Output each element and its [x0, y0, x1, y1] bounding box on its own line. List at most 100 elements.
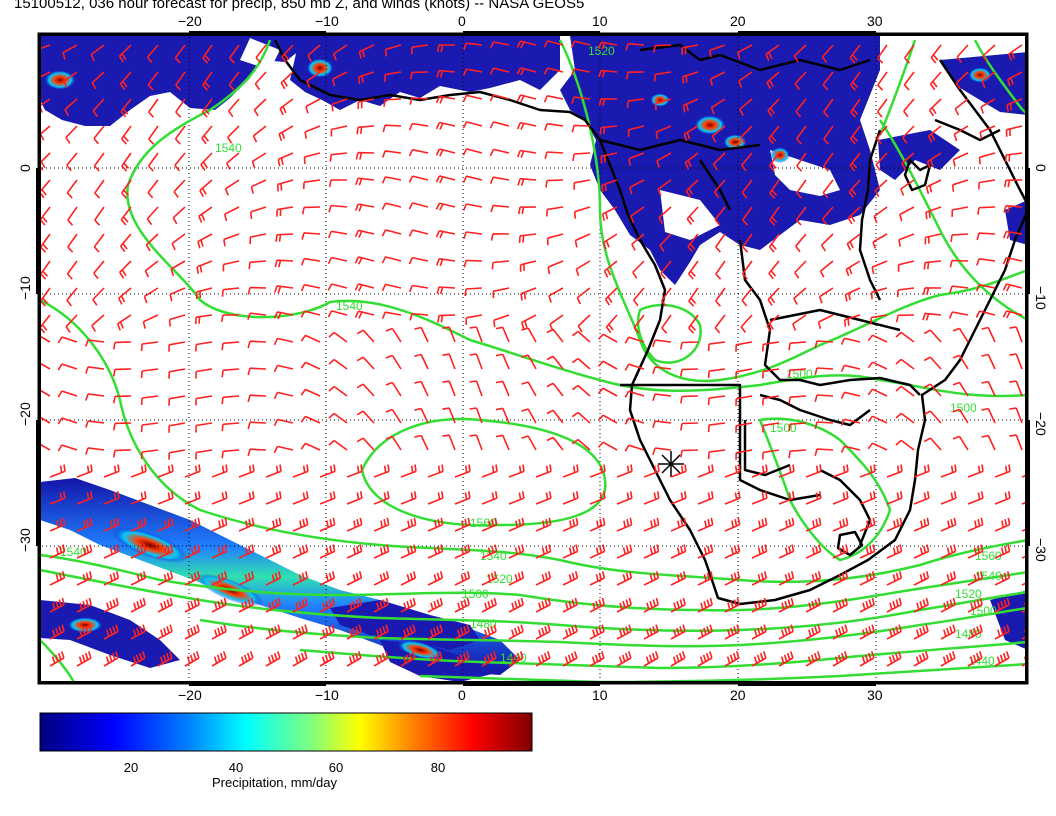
wind-barb: [895, 331, 915, 343]
wind-barb: [741, 287, 753, 307]
wind-barb: [778, 517, 795, 532]
wind-barb: [103, 464, 120, 478]
wind-barb: [57, 390, 78, 398]
colorbar-tick: 60: [328, 760, 344, 775]
wind-barb: [302, 179, 321, 190]
wind-barb: [840, 418, 861, 426]
wind-barb: [778, 464, 795, 478]
wind-barb: [508, 517, 525, 532]
wind-barb: [454, 464, 471, 478]
wind-barb: [410, 71, 429, 80]
wind-barb: [848, 179, 861, 198]
wind-barb: [67, 206, 78, 226]
wind-barb: [319, 491, 336, 505]
wind-barb: [886, 517, 903, 532]
wind-barb: [724, 464, 741, 478]
wind-barb: [660, 260, 672, 280]
wind-barb: [899, 206, 915, 222]
wind-barb: [929, 71, 942, 91]
wind-barb: [832, 624, 848, 640]
wind-barb: [174, 44, 186, 64]
wind-barb: [904, 44, 915, 64]
wind-barb: [967, 464, 984, 478]
wind-barb: [535, 464, 552, 478]
wind-barb: [735, 341, 753, 352]
wind-barb: [670, 544, 687, 559]
wind-barb: [157, 517, 174, 532]
wind-barb: [130, 571, 147, 586]
wind-barb: [382, 124, 402, 133]
wind-barb: [546, 233, 564, 246]
wind-barb: [940, 651, 956, 667]
wind-barb: [994, 624, 1010, 640]
wind-barb: [247, 367, 267, 376]
wind-barb: [1009, 326, 1023, 343]
wind-barb: [707, 422, 726, 433]
wind-barb: [981, 71, 996, 89]
wind-barb: [589, 464, 606, 478]
wind-barb: [174, 152, 186, 172]
wind-barb: [817, 314, 834, 330]
wind-barb: [982, 44, 996, 63]
left-axis: 0 −10 −20 −30: [17, 164, 33, 552]
wind-barb: [250, 179, 267, 194]
wind-barb: [346, 517, 363, 532]
wind-barb: [184, 491, 201, 505]
wind-barb: [762, 422, 780, 433]
wind-barb: [896, 287, 915, 298]
wind-barb: [292, 651, 308, 667]
wind-barb: [940, 624, 956, 640]
wind-barb: [469, 434, 483, 451]
wind-barb: [832, 597, 848, 613]
wind-barb: [923, 356, 942, 370]
wind-barb: [845, 260, 861, 277]
wind-barb: [895, 314, 915, 323]
wind-barb: [951, 206, 969, 217]
wind-barb: [737, 44, 753, 60]
wind-barb: [741, 179, 753, 199]
wind-barb: [319, 651, 335, 667]
wind-barb: [462, 121, 483, 129]
wind-barb: [184, 544, 201, 559]
wind-barb: [130, 517, 147, 532]
wind-barb: [762, 341, 780, 352]
wind-barb: [145, 233, 159, 252]
wind-barb: [120, 98, 132, 118]
wind-barb: [130, 597, 146, 613]
wind-barb: [680, 395, 699, 404]
lon-tick-label: 10: [592, 13, 608, 29]
wind-barb: [414, 380, 429, 397]
wind-barb: [927, 125, 942, 143]
wind-barb: [873, 206, 888, 224]
precip-northeast: [940, 52, 1028, 115]
wind-barb: [913, 517, 930, 532]
wind-barb: [211, 597, 227, 613]
wind-barb: [489, 176, 510, 184]
wind-barb: [952, 327, 969, 343]
wind-barb: [686, 206, 699, 225]
wind-barb: [66, 152, 78, 172]
wind-barb: [629, 179, 645, 195]
wind-barb: [184, 517, 201, 532]
wind-barb: [354, 283, 375, 292]
wind-barb: [562, 491, 579, 505]
wind-barb: [332, 44, 348, 61]
wind-barb: [66, 260, 78, 280]
wind-barb: [442, 326, 456, 343]
wind-barb: [85, 366, 105, 374]
wind-barb: [346, 491, 363, 505]
wind-barb: [57, 336, 78, 344]
wind-barb: [436, 69, 456, 78]
wind-barb: [328, 412, 348, 424]
wind-barb: [238, 597, 254, 613]
wind-barb: [886, 571, 903, 586]
wind-barb: [994, 597, 1010, 613]
wind-barb: [85, 447, 105, 455]
precip-southeast: [990, 590, 1028, 650]
wind-barb: [978, 152, 996, 165]
wind-barb: [381, 176, 402, 184]
wind-barb: [768, 152, 780, 172]
wind-barb: [1006, 98, 1023, 112]
wind-barb: [832, 571, 849, 586]
wind-barb: [248, 260, 267, 270]
